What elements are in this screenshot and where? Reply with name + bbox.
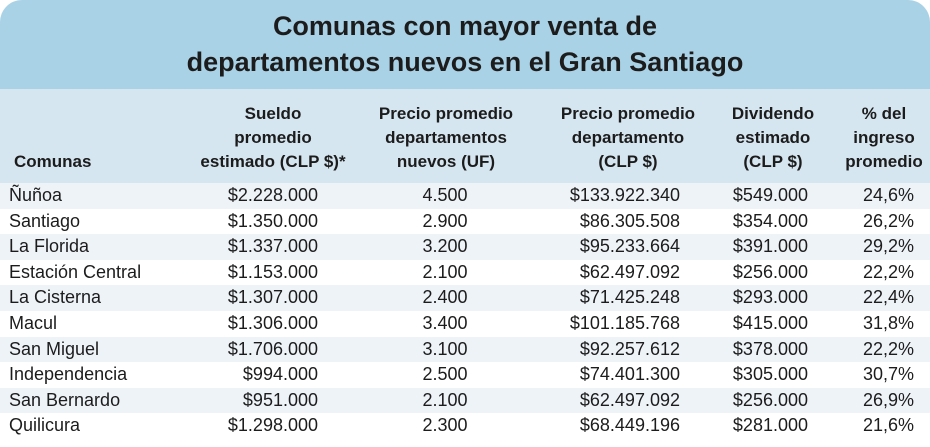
precio-clp-cell: $71.425.248 (579, 287, 680, 308)
precio-clp-cell: $101.185.768 (569, 312, 680, 333)
title-line-2: departamentos nuevos en el Gran Santiago (186, 47, 744, 77)
porcentaje-cell: 29,2% (862, 236, 914, 257)
precio-uf-cell: 2.400 (422, 287, 468, 308)
header-precio-clp-line: Precio promedio (560, 104, 696, 123)
comuna-cell: San Bernardo (9, 389, 121, 410)
precio-uf-cell: 3.200 (422, 236, 468, 257)
title-line-1: Comunas con mayor venta de (272, 11, 658, 41)
table-title: Comunas con mayor venta de departamentos… (0, 0, 930, 89)
table-row: San Miguel $1.706.000 3.100 $92.257.612 $378… (0, 336, 930, 363)
sueldo-cell: $2.228.000 (227, 185, 318, 205)
header-porcentaje-line: ingreso (853, 128, 915, 147)
precio-uf-cell: 3.100 (422, 338, 468, 359)
precio-uf-cell: 2.300 (422, 415, 468, 436)
comuna-cell: La Cisterna (9, 287, 102, 308)
header-porcentaje-line: % del (861, 104, 907, 123)
precio-clp-cell: $92.257.612 (579, 338, 680, 359)
header-precio-clp-line: departamento (571, 128, 685, 147)
dividendo-cell: $256.000 (732, 389, 808, 410)
dividendo-cell: $305.000 (732, 364, 808, 385)
table-body: Ñuñoa $2.228.000 4.500 $133.922.340 $549.000… (0, 183, 930, 439)
dividendo-cell: $549.000 (732, 185, 808, 205)
dividendo-cell: $415.000 (732, 312, 808, 333)
comuna-cell: Santiago (9, 210, 81, 231)
header-sueldo-line: estimado (CLP $)* (200, 152, 346, 171)
precio-clp-cell: $74.401.300 (579, 364, 680, 385)
header-precio-uf-line: departamentos (385, 128, 507, 147)
porcentaje-cell: 24,6% (862, 185, 914, 205)
sueldo-cell: $1.706.000 (227, 338, 318, 359)
dividendo-cell: $256.000 (732, 261, 808, 282)
header-sueldo-line: promedio (234, 128, 312, 147)
comuna-cell: Quilicura (9, 415, 81, 436)
precio-uf-cell: 4.500 (422, 185, 468, 205)
precio-uf-cell: 2.100 (422, 389, 468, 410)
table-row: Macul $1.306.000 3.400 $101.185.768 $415.000… (0, 310, 930, 337)
table-row: Quilicura $1.298.000 2.300 $68.449.196 $281.… (0, 413, 930, 439)
header-comunas-line: Comunas (14, 152, 92, 171)
precio-uf-cell: 2.100 (422, 261, 468, 282)
header-dividendo-line: Dividendo (731, 104, 815, 123)
comuna-cell: La Florida (9, 236, 90, 257)
sueldo-cell: $1.306.000 (227, 312, 318, 333)
table-row: Ñuñoa $2.228.000 4.500 $133.922.340 $549.000… (0, 183, 930, 209)
comuna-cell: San Miguel (9, 338, 100, 359)
precio-clp-cell: $68.449.196 (579, 415, 680, 436)
header-porcentaje: % del ingreso promedio (834, 102, 930, 174)
dividendo-cell: $378.000 (732, 338, 808, 359)
precio-clp-cell: $95.233.664 (579, 236, 680, 257)
comuna-cell: Macul (9, 312, 58, 333)
header-sueldo: Sueldo promedio estimado (CLP $)* (178, 102, 368, 174)
table-row: Santiago $1.350.000 2.900 $86.305.508 $354.0… (0, 208, 930, 235)
precio-clp-cell: $62.497.092 (579, 261, 680, 282)
dividendo-cell: $281.000 (732, 415, 808, 436)
sueldo-cell: $1.307.000 (227, 287, 318, 308)
precio-clp-cell: $86.305.508 (579, 210, 680, 231)
table-row: San Bernardo $951.000 2.100 $62.497.092 $256… (0, 387, 930, 414)
sueldo-cell: $1.153.000 (227, 261, 318, 282)
precio-uf-cell: 3.400 (422, 312, 468, 333)
precio-clp-cell: $62.497.092 (579, 389, 680, 410)
porcentaje-cell: 22,2% (862, 338, 914, 359)
sueldo-cell: $951.000 (242, 389, 318, 410)
dividendo-cell: $391.000 (732, 236, 808, 257)
table-row: Independencia $994.000 2.500 $74.401.300 $30… (0, 362, 930, 388)
sueldo-cell: $1.350.000 (227, 210, 318, 231)
header-dividendo: Dividendo estimado (CLP $) (708, 102, 838, 174)
sueldo-cell: $1.298.000 (227, 415, 318, 436)
table-row: La Cisterna $1.307.000 2.400 $71.425.248 $29… (0, 285, 930, 311)
precio-clp-cell: $133.922.340 (569, 185, 680, 205)
table-row: Estación Central $1.153.000 2.100 $62.497.0… (0, 259, 930, 286)
header-precio-clp: Precio promedio departamento (CLP $) (538, 102, 718, 174)
comuna-cell: Estación Central (9, 261, 142, 282)
comuna-cell: Ñuñoa (9, 185, 63, 205)
header-dividendo-line: estimado (735, 128, 811, 147)
porcentaje-cell: 22,4% (862, 287, 914, 308)
porcentaje-cell: 21,6% (862, 415, 914, 436)
precio-uf-cell: 2.900 (422, 210, 468, 231)
porcentaje-cell: 31,8% (862, 312, 914, 333)
porcentaje-cell: 30,7% (862, 364, 914, 385)
header-dividendo-line: (CLP $) (743, 152, 803, 171)
table-row: La Florida $1.337.000 3.200 $95.233.664 $391… (0, 234, 930, 260)
header-precio-uf-line: nuevos (UF) (396, 152, 496, 171)
header-precio-uf: Precio promedio departamentos nuevos (UF) (356, 102, 536, 174)
porcentaje-cell: 26,2% (862, 210, 914, 231)
porcentaje-cell: 26,9% (862, 389, 914, 410)
comuna-cell: Independencia (9, 364, 128, 385)
header-sueldo-line: Sueldo (244, 104, 302, 123)
header-precio-uf-line: Precio promedio (378, 104, 514, 123)
sueldo-cell: $1.337.000 (227, 236, 318, 257)
porcentaje-cell: 22,2% (862, 261, 914, 282)
precio-uf-cell: 2.500 (422, 364, 468, 385)
sueldo-cell: $994.000 (242, 364, 318, 385)
table-header: Comunas Sueldo promedio estimado (CLP $)* Pr… (0, 89, 930, 183)
dividendo-cell: $354.000 (732, 210, 808, 231)
header-porcentaje-line: promedio (845, 152, 923, 171)
header-comunas: Comunas (14, 150, 124, 174)
dividendo-cell: $293.000 (732, 287, 808, 308)
header-precio-clp-line: (CLP $) (598, 152, 658, 171)
